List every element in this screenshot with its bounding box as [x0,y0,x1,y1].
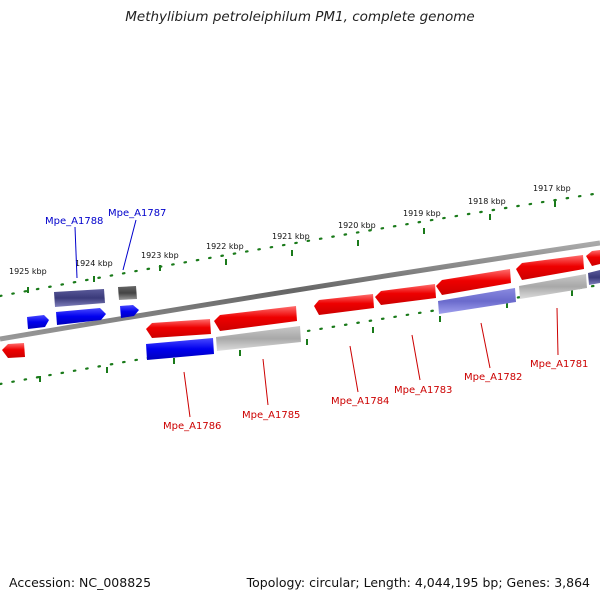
genome-backbone [0,240,600,342]
gene-label[interactable]: Mpe_A1788 [45,216,103,227]
reverse-features [2,274,587,360]
gene-arrow[interactable] [586,250,600,266]
ruler-label: 1920 kbp [338,221,376,230]
leader-line [183,371,191,418]
gene-arrow[interactable] [146,338,214,360]
gene-labels: Mpe_A1788 Mpe_A1787 Mpe_A1786 Mpe_A1785 … [45,208,588,432]
gene-arrow[interactable] [54,289,105,307]
forward-features [54,250,600,338]
gene-label[interactable]: Mpe_A1786 [163,421,221,432]
gene-arrow[interactable] [118,286,137,300]
gene-arrow[interactable] [214,306,297,331]
ruler-label: 1921 kbp [272,232,310,241]
ruler-major-ticks [27,201,556,293]
topology-text: Topology: circular; Length: 4,044,195 bp… [246,575,590,590]
gene-label[interactable]: Mpe_A1785 [242,410,300,421]
gene-arrow[interactable] [56,308,106,325]
gene-arrow[interactable] [27,315,49,329]
leader-line [411,334,421,381]
gene-label[interactable]: Mpe_A1782 [464,372,522,383]
ruler-label: 1917 kbp [533,184,571,193]
leader-line [74,226,78,279]
leader-line [556,307,559,356]
leader-line [262,358,269,406]
ruler-label: 1924 kbp [75,259,113,268]
ruler-major-ticks-bottom [39,290,573,382]
gene-arrow[interactable] [519,274,587,299]
ruler-label: 1923 kbp [141,251,179,260]
accession-text: Accession: NC_008825 [9,575,152,590]
gene-label[interactable]: Mpe_A1784 [331,396,389,407]
gene-arrow[interactable] [375,284,436,305]
ruler-labels: 1925 kbp 1924 kbp 1923 kbp 1922 kbp 1921… [9,184,571,276]
gene-arrow[interactable] [146,319,211,338]
gene-label[interactable]: Mpe_A1781 [530,359,588,370]
gene-arrow[interactable] [588,270,600,285]
leader-line [122,219,137,271]
ruler-label: 1922 kbp [206,242,244,251]
leader-line [480,322,491,369]
gene-arrow[interactable] [438,288,516,314]
gene-arrow[interactable] [436,269,511,295]
gene-arrow[interactable] [120,305,139,318]
ruler-label: 1925 kbp [9,267,47,276]
leader-line [349,345,359,393]
page-title: Methylibium petroleiphilum PM1, complete… [125,9,475,25]
gene-arrow[interactable] [216,326,301,351]
gene-arrow[interactable] [516,255,584,280]
gene-label[interactable]: Mpe_A1783 [394,385,452,396]
ruler-label: 1918 kbp [468,197,506,206]
ruler-label: 1919 kbp [403,209,441,218]
label-leaders [74,219,559,418]
gene-arrow[interactable] [2,343,25,358]
gene-arrow[interactable] [314,294,374,315]
gene-label[interactable]: Mpe_A1787 [108,208,166,219]
